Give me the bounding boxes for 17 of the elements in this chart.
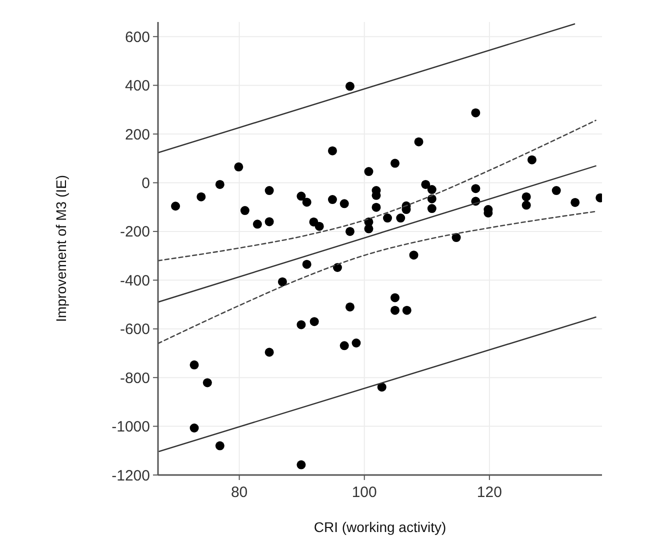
x-tick-label: 80 [230, 484, 248, 501]
y-tick-label: -400 [120, 272, 150, 290]
y-tick-label: 0 [142, 174, 150, 192]
line-series [158, 120, 596, 262]
y-tick-label: -600 [120, 321, 150, 338]
y-tick-label: -1000 [112, 418, 150, 436]
y-axis-title: Improvement of M3 (IE) [53, 174, 69, 322]
x-tick-label: 100 [352, 484, 377, 501]
y-tick-label: -200 [120, 224, 150, 241]
x-axis-title: CRI (working activity) [314, 519, 446, 535]
y-tick-label: 400 [124, 78, 150, 95]
y-tick-label: -1200 [112, 467, 150, 484]
x-tick-label: 120 [476, 484, 502, 501]
y-tick-label: -800 [120, 370, 150, 387]
y-tick-label: 200 [124, 126, 150, 144]
line-series [158, 210, 596, 344]
y-tick-label: 600 [124, 28, 150, 46]
